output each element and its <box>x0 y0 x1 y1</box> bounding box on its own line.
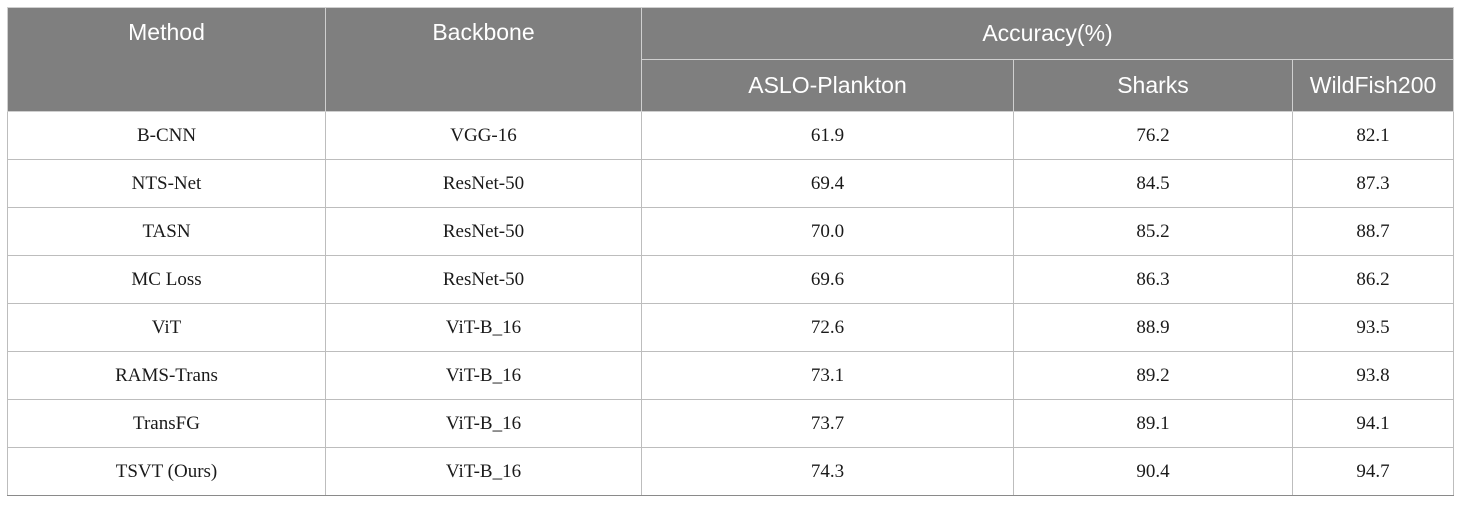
cell-backbone: VGG-16 <box>325 111 642 160</box>
cell-wildfish200: 93.5 <box>1291 303 1455 352</box>
cell-wildfish200: 86.2 <box>1291 255 1455 304</box>
cell-sharks: 88.9 <box>1013 303 1293 352</box>
cell-aslo-plankton: 69.6 <box>641 255 1014 304</box>
cell-aslo-plankton: 61.9 <box>641 111 1014 160</box>
header-row-datasets: ASLO-Plankton Sharks WildFish200 <box>8 59 1455 112</box>
table-row: B-CNN VGG-16 61.9 76.2 82.1 <box>7 111 1455 160</box>
header-wildfish200: WildFish200 <box>1291 59 1455 112</box>
cell-sharks: 76.2 <box>1013 111 1293 160</box>
header-aslo-plankton: ASLO-Plankton <box>641 59 1014 112</box>
cell-sharks: 90.4 <box>1013 447 1293 496</box>
cell-backbone: ResNet-50 <box>325 159 642 208</box>
results-table-container: Method Backbone Accuracy(%) ASLO-Plankto… <box>7 7 1455 496</box>
table-row: ViT ViT-B_16 72.6 88.9 93.5 <box>7 303 1455 352</box>
table-header: Method Backbone Accuracy(%) ASLO-Plankto… <box>7 7 1455 112</box>
cell-aslo-plankton: 70.0 <box>641 207 1014 256</box>
cell-method: RAMS-Trans <box>7 351 326 400</box>
cell-method: ViT <box>7 303 326 352</box>
table-row: TASN ResNet-50 70.0 85.2 88.7 <box>7 207 1455 256</box>
table-row: TSVT (Ours) ViT-B_16 74.3 90.4 94.7 <box>7 447 1455 496</box>
header-sharks: Sharks <box>1013 59 1293 112</box>
header-backbone: Backbone <box>325 7 642 112</box>
cell-wildfish200: 94.7 <box>1291 447 1455 496</box>
cell-wildfish200: 94.1 <box>1291 399 1455 448</box>
results-table: Method Backbone Accuracy(%) ASLO-Plankto… <box>7 7 1455 496</box>
cell-method: TransFG <box>7 399 326 448</box>
cell-method: MC Loss <box>7 255 326 304</box>
cell-wildfish200: 82.1 <box>1291 111 1455 160</box>
table-row: NTS-Net ResNet-50 69.4 84.5 87.3 <box>7 159 1455 208</box>
cell-backbone: ResNet-50 <box>325 255 642 304</box>
table-row: TransFG ViT-B_16 73.7 89.1 94.1 <box>7 399 1455 448</box>
cell-aslo-plankton: 73.1 <box>641 351 1014 400</box>
cell-aslo-plankton: 73.7 <box>641 399 1014 448</box>
cell-aslo-plankton: 72.6 <box>641 303 1014 352</box>
cell-sharks: 89.2 <box>1013 351 1293 400</box>
cell-method: TSVT (Ours) <box>7 447 326 496</box>
cell-backbone: ViT-B_16 <box>325 447 642 496</box>
cell-aslo-plankton: 69.4 <box>641 159 1014 208</box>
cell-sharks: 86.3 <box>1013 255 1293 304</box>
table-body: B-CNN VGG-16 61.9 76.2 82.1 NTS-Net ResNet-50 6… <box>7 111 1455 496</box>
cell-method: NTS-Net <box>7 159 326 208</box>
cell-aslo-plankton: 74.3 <box>641 447 1014 496</box>
table-row: RAMS-Trans ViT-B_16 73.1 89.2 93.8 <box>7 351 1455 400</box>
table-row: MC Loss ResNet-50 69.6 86.3 86.2 <box>7 255 1455 304</box>
cell-backbone: ViT-B_16 <box>325 399 642 448</box>
cell-wildfish200: 87.3 <box>1291 159 1455 208</box>
cell-wildfish200: 88.7 <box>1291 207 1455 256</box>
cell-sharks: 89.1 <box>1013 399 1293 448</box>
cell-backbone: ViT-B_16 <box>325 303 642 352</box>
cell-wildfish200: 93.8 <box>1291 351 1455 400</box>
cell-sharks: 84.5 <box>1013 159 1293 208</box>
cell-sharks: 85.2 <box>1013 207 1293 256</box>
cell-backbone: ViT-B_16 <box>325 351 642 400</box>
cell-method: B-CNN <box>7 111 326 160</box>
header-method: Method <box>7 7 326 112</box>
header-row-top: Method Backbone Accuracy(%) <box>7 7 1455 112</box>
cell-method: TASN <box>7 207 326 256</box>
cell-backbone: ResNet-50 <box>325 207 642 256</box>
header-accuracy: Accuracy(%) <box>640 7 1455 60</box>
